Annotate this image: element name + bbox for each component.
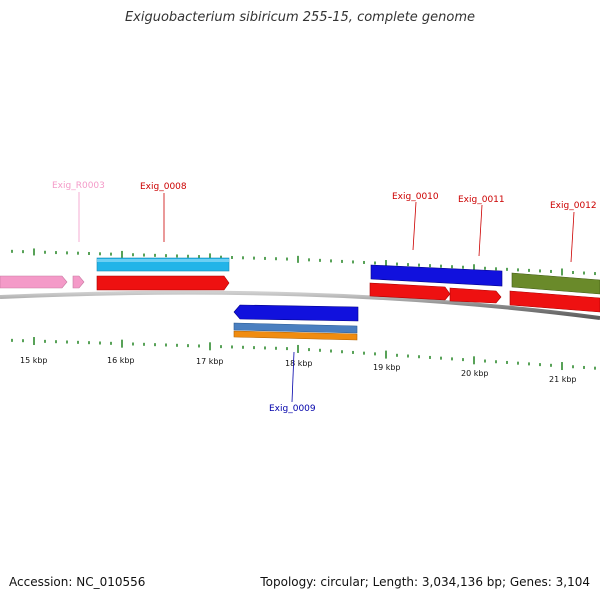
gene-label-exig-0010[interactable]: Exig_0010: [392, 192, 439, 202]
gene-feature-steelblue-0009[interactable]: [233, 322, 358, 334]
scale-label-15kbp: 15 kbp: [20, 356, 48, 365]
gene-feature-pink-2[interactable]: [72, 275, 85, 289]
accession-text: Accession: NC_010556: [9, 575, 146, 589]
genome-summary-text: Topology: circular; Length: 3,034,136 bp…: [260, 575, 590, 589]
scale-label-18kbp: 18 kbp: [285, 359, 313, 368]
gene-feature-olive-0012[interactable]: [511, 272, 600, 295]
leader-line-0009: [291, 351, 295, 403]
gene-feature-red-0008[interactable]: [96, 275, 230, 291]
gene-label-exig-0012[interactable]: Exig_0012: [550, 201, 597, 211]
gene-label-exig-r0003[interactable]: Exig_R0003: [52, 181, 105, 191]
gene-label-exig-0011[interactable]: Exig_0011: [458, 195, 505, 205]
leader-line-0012: [570, 211, 575, 263]
gene-feature-orange-0009[interactable]: [233, 330, 358, 341]
gene-feature-red-0011[interactable]: [449, 287, 502, 304]
top-ticks: [11, 248, 596, 276]
scale-label-19kbp: 19 kbp: [373, 363, 401, 372]
gene-feature-red-0012[interactable]: [509, 290, 600, 313]
leader-line-0010: [412, 201, 417, 251]
leader-line-0011: [478, 204, 483, 257]
scale-label-16kbp: 16 kbp: [107, 356, 135, 365]
genome-title: Exiguobacterium sibiricum 255-15, comple…: [124, 10, 476, 25]
gene-label-exig-0009[interactable]: Exig_0009: [269, 404, 316, 414]
scale-label-17kbp: 17 kbp: [196, 357, 224, 366]
scale-label-20kbp: 20 kbp: [461, 369, 489, 378]
scale-label-21kbp: 21 kbp: [549, 375, 577, 384]
gene-feature-blue-0009[interactable]: [233, 304, 359, 322]
gene-feature-blue-0010[interactable]: [370, 264, 503, 287]
bottom-ticks: [11, 337, 596, 371]
gene-feature-red-0010[interactable]: [369, 282, 451, 301]
genome-backbone: [0, 290, 600, 320]
gene-feature-pink-1[interactable]: [0, 275, 68, 289]
gene-label-exig-0008[interactable]: Exig_0008: [140, 182, 187, 192]
